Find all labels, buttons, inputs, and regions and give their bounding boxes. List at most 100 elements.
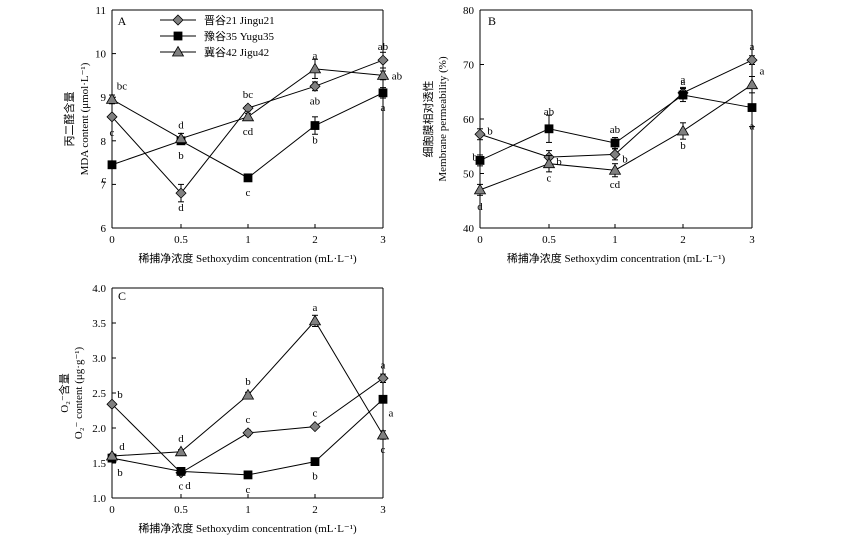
series-3: d d b a c [105, 302, 390, 461]
significance-letter: d [178, 120, 184, 132]
y-tick-label: 80 [463, 5, 475, 17]
data-point-square [243, 173, 253, 183]
significance-letter: c [547, 173, 552, 185]
significance-letter: b [117, 467, 123, 479]
significance-letter: d [178, 433, 184, 445]
y-axis-label-en: MDA content (μmol·L⁻¹) [79, 62, 91, 175]
data-point-triangle [745, 78, 759, 90]
significance-letter: c [102, 174, 107, 186]
y-tick-label: 40 [463, 223, 475, 235]
legend-marker-square [173, 31, 183, 41]
panel-label: A [118, 14, 127, 28]
data-point-square [107, 160, 117, 170]
significance-letter: a [750, 121, 755, 133]
x-tick-label: 0 [477, 234, 483, 246]
data-point-diamond [609, 148, 621, 160]
y-tick-label: 3.0 [92, 353, 106, 365]
significance-letter: b [487, 125, 493, 137]
x-tick-label: 2 [312, 234, 318, 246]
legend-marker-diamond [172, 14, 184, 26]
significance-letter: d [178, 202, 184, 214]
data-point-triangle [376, 428, 390, 440]
significance-letter: a [313, 50, 318, 62]
data-point-triangle [542, 157, 556, 169]
series-2: b c c b a [107, 394, 394, 496]
significance-letter: cd [610, 179, 621, 191]
significance-letter: b [117, 389, 123, 401]
x-axis-label: 稀捕净浓度 Sethoxydim concentration (mL·L⁻¹) [138, 521, 357, 535]
y-tick-label: 7 [101, 179, 107, 191]
significance-letter: a [389, 407, 394, 419]
significance-letter: b [622, 153, 628, 165]
significance-letter: ab [378, 41, 389, 53]
data-point-diamond [309, 80, 321, 92]
legend: 晋谷21 Jingu21 豫谷35 Yugu35 冀谷42 Jigu42 [160, 14, 275, 59]
significance-letter: b [312, 471, 318, 483]
x-tick-label: 0.5 [542, 234, 556, 246]
data-point-triangle [174, 445, 188, 457]
data-point-diamond [474, 128, 486, 140]
data-point-triangle [308, 314, 322, 326]
y-axis-label-cn: O₂⁻含量 [57, 373, 71, 413]
y-tick-label: 70 [463, 60, 475, 72]
y-tick-label: 60 [463, 114, 475, 126]
data-point-square [243, 470, 253, 480]
y-tick-label: 8 [101, 136, 107, 148]
series-3: d c cd b a [473, 66, 765, 213]
x-tick-label: 1 [612, 234, 618, 246]
significance-letter: c [110, 127, 115, 139]
y-tick-label: 50 [463, 169, 475, 181]
data-point-diamond [746, 54, 758, 66]
x-axis-label: 稀捕净浓度 Sethoxydim concentration (mL·L⁻¹) [138, 251, 357, 265]
legend-label: 冀谷42 Jigu42 [204, 45, 269, 59]
data-point-triangle [376, 69, 390, 80]
data-point-diamond [242, 427, 254, 439]
significance-letter: b [178, 150, 184, 162]
y-tick-label: 11 [95, 5, 106, 17]
data-point-triangle [473, 183, 487, 195]
x-tick-label: 2 [312, 504, 318, 516]
significance-letter: c [381, 444, 386, 456]
data-point-square [176, 466, 186, 476]
data-point-triangle [105, 449, 119, 461]
significance-letter: a [381, 102, 386, 114]
data-point-diamond [309, 421, 321, 433]
significance-letter: b [312, 135, 318, 147]
data-point-square [378, 394, 388, 404]
significance-letter: bc [117, 80, 128, 92]
panel-c: 1.0 1.5 2.0 2.5 3.0 3.5 4.0 0 0.5 1 2 3 稀捕净浓度 Sethox… [57, 283, 394, 535]
significance-letter: ab [610, 124, 621, 136]
y-axis-label-en: Membrane permeability (%) [437, 56, 449, 182]
significance-letter: b [556, 156, 562, 168]
y-tick-label: 9 [101, 92, 107, 104]
significance-letter: d [119, 441, 125, 453]
significance-letter: ab [544, 106, 555, 118]
significance-letter: a [313, 302, 318, 314]
data-point-diamond [106, 111, 118, 123]
data-point-square [678, 90, 688, 100]
significance-letter: a [760, 66, 765, 78]
significance-letter: b [245, 376, 251, 388]
significance-letter: d [477, 201, 483, 213]
data-point-triangle [608, 163, 622, 175]
y-tick-label: 4.0 [92, 283, 106, 295]
significance-letter: ab [310, 95, 321, 107]
y-tick-label: 2.5 [92, 388, 106, 400]
legend-marker-triangle [171, 45, 185, 57]
x-tick-label: 0 [109, 504, 115, 516]
panel-label: B [488, 14, 496, 28]
significance-letter: a [681, 76, 686, 88]
significance-letter: a [681, 74, 686, 86]
significance-letter: c [179, 480, 184, 492]
significance-letter: c [246, 187, 251, 199]
significance-letter: bc [243, 89, 254, 101]
data-point-square [310, 457, 320, 467]
y-axis-label-cn: 细胞膜相对透性 [421, 81, 435, 158]
x-tick-label: 2 [680, 234, 686, 246]
data-point-triangle [241, 388, 255, 400]
significance-letter: ab [392, 70, 403, 82]
